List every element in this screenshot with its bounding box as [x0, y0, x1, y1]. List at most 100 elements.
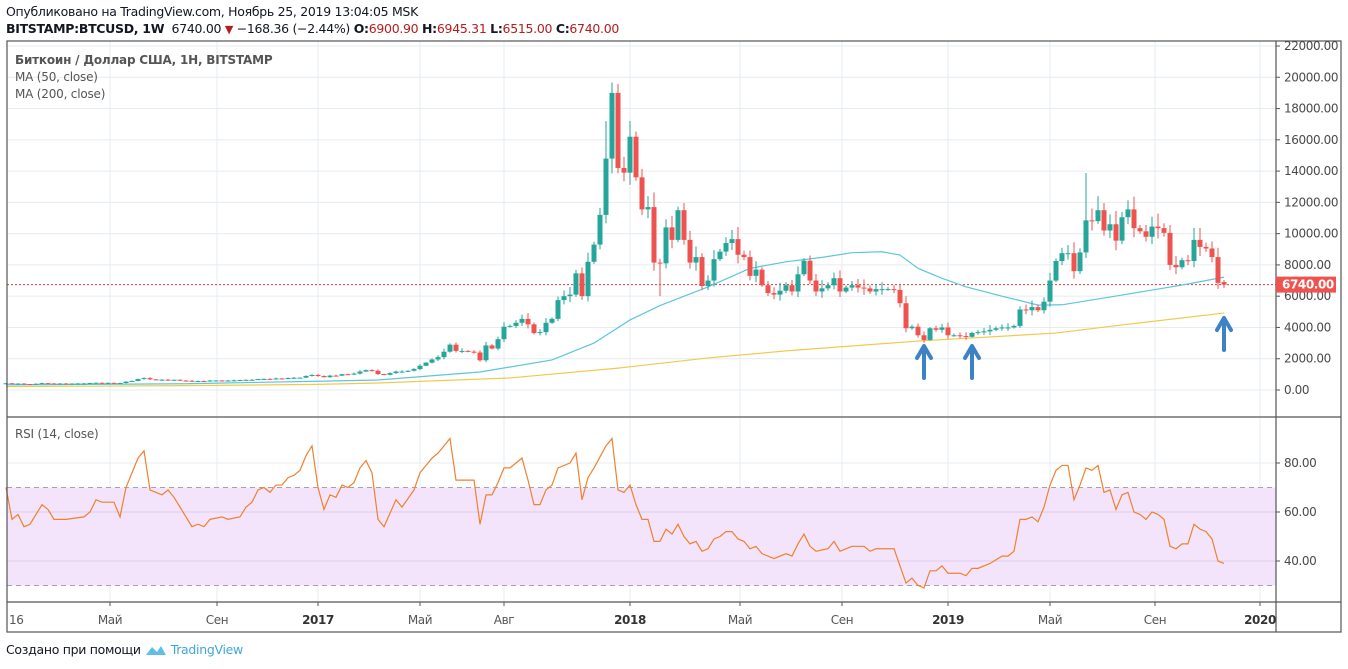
- candle-body: [297, 377, 303, 379]
- time-tick-label: Май: [408, 613, 432, 627]
- candle-body: [357, 371, 363, 374]
- candle-body: [873, 289, 879, 292]
- candle: [543, 318, 549, 336]
- candle-body: [213, 380, 219, 382]
- candle: [387, 372, 393, 376]
- candle-body: [753, 269, 759, 276]
- candle-body: [417, 365, 423, 370]
- candle-body: [321, 375, 327, 378]
- candle-body: [549, 318, 555, 323]
- candle: [501, 322, 507, 343]
- candle-body: [447, 344, 453, 352]
- rsi-axis[interactable]: 40.00 60.00 80.00: [1276, 456, 1317, 568]
- candle: [831, 272, 837, 290]
- low-label: L:: [490, 21, 503, 36]
- candle-body: [633, 136, 639, 178]
- candle-body: [627, 136, 633, 173]
- candle: [75, 383, 81, 385]
- candle: [669, 215, 675, 249]
- ma200-line: [5, 312, 1225, 388]
- candle-body: [747, 257, 753, 276]
- candle: [219, 380, 225, 382]
- legend-title[interactable]: Биткоин / Доллар США, 1Н, BITSTAMP: [15, 53, 273, 67]
- candle-body: [1131, 209, 1137, 229]
- time-tick-label: Май: [98, 613, 122, 627]
- candle: [987, 324, 993, 336]
- candle-body: [195, 381, 201, 383]
- price-axis[interactable]: 0.00 2000.00 4000.00 6000.00 8000.00 10000.00…: [1276, 39, 1338, 397]
- candle-body: [3, 383, 9, 385]
- candle-body: [1161, 228, 1167, 233]
- candle: [867, 285, 873, 294]
- candle-body: [645, 207, 651, 210]
- rsi-band: [7, 487, 1276, 586]
- candle: [429, 358, 435, 364]
- candle-body: [693, 257, 699, 263]
- candle: [39, 382, 45, 385]
- high-value: 6945.31: [436, 21, 487, 36]
- time-axis[interactable]: 16 Май Сен 2017 Май Авг 2018 Май Сен 2019 Май Сен 20…: [9, 602, 1276, 627]
- candle: [825, 282, 831, 291]
- candle: [1017, 306, 1023, 328]
- price-tick-label: 8000.00: [1284, 258, 1331, 272]
- candle-body: [1185, 260, 1191, 262]
- candle: [789, 279, 795, 296]
- candle-body: [39, 383, 45, 385]
- candle: [753, 261, 759, 283]
- time-tick-label: 2018: [614, 613, 646, 627]
- candle-body: [351, 373, 357, 375]
- candle-body: [705, 280, 711, 287]
- candle: [285, 377, 291, 380]
- candle: [795, 266, 801, 298]
- candle: [471, 350, 477, 354]
- candle-body: [1005, 327, 1011, 329]
- candle: [255, 378, 261, 381]
- candle-body: [507, 325, 513, 327]
- candle-body: [525, 318, 531, 325]
- candle: [1173, 256, 1179, 275]
- candle: [705, 275, 711, 291]
- candle: [657, 258, 663, 297]
- candle-body: [369, 370, 375, 372]
- candle-body: [1047, 280, 1053, 302]
- candle: [855, 278, 861, 293]
- price-tick-label: 18000.00: [1284, 102, 1338, 116]
- candle-body: [615, 92, 621, 168]
- candle-body: [675, 210, 681, 240]
- candle: [717, 248, 723, 262]
- candle: [213, 380, 219, 382]
- candle-body: [327, 375, 333, 378]
- made-with-label: Создано при помощи: [6, 642, 141, 657]
- candle: [837, 270, 843, 298]
- candle-body: [15, 383, 21, 385]
- candle-body: [867, 288, 873, 292]
- candle: [933, 325, 939, 332]
- candle-body: [189, 380, 195, 382]
- legend-ma200[interactable]: MA (200, close): [15, 87, 106, 101]
- candle: [231, 379, 237, 382]
- candle: [453, 342, 459, 353]
- candle-body: [27, 384, 33, 386]
- candle-body: [231, 380, 237, 382]
- candle-body: [33, 383, 39, 385]
- candle: [81, 382, 87, 385]
- candle: [87, 382, 93, 384]
- candle: [291, 376, 297, 379]
- candle-body: [807, 260, 813, 281]
- symbol-info: BITSTAMP:BTCUSD, 1W 6740.00 ▼ −168.36 (−…: [6, 21, 619, 36]
- candle-body: [885, 289, 891, 291]
- candle-body: [261, 378, 267, 380]
- candle: [861, 279, 867, 295]
- price-tick-label: 16000.00: [1284, 133, 1338, 147]
- chart-frame: [6, 40, 1342, 633]
- tradingview-link[interactable]: TradingView: [170, 642, 244, 657]
- candle-body: [1053, 261, 1059, 281]
- price-tick-label: 14000.00: [1284, 164, 1338, 178]
- candle: [699, 253, 705, 290]
- candle-body: [993, 328, 999, 330]
- legend-ma50[interactable]: MA (50, close): [15, 70, 98, 84]
- legend-rsi[interactable]: RSI (14, close): [15, 427, 99, 441]
- candle-body: [249, 379, 255, 381]
- time-tick-label: 2020: [1244, 613, 1276, 627]
